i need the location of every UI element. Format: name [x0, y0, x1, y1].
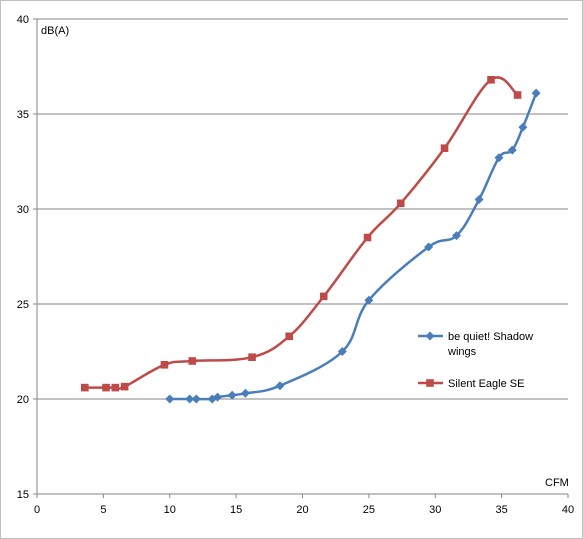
data-point-1-2 — [185, 394, 195, 404]
data-point-2-4 — [120, 382, 129, 391]
y-tick-label-15: 15 — [17, 489, 29, 501]
data-point-1-8 — [275, 381, 285, 391]
data-point-1-12 — [451, 231, 461, 241]
y-tick-label-30: 30 — [17, 204, 29, 216]
series-group — [80, 76, 541, 404]
data-point-1-5 — [213, 392, 223, 402]
data-point-2-3 — [111, 383, 120, 392]
x-tick-label-10: 10 — [164, 504, 176, 516]
x-tick-label-15: 15 — [230, 504, 242, 516]
data-point-1-14 — [494, 153, 504, 163]
y-tick-label-40: 40 — [17, 14, 29, 26]
data-point-1-15 — [507, 145, 517, 155]
x-axis-label: CFM — [545, 477, 569, 489]
legend-label-1-2: wings — [447, 346, 477, 358]
x-tick-label-25: 25 — [363, 504, 375, 516]
series-line-1 — [169, 92, 538, 401]
data-point-2-1 — [80, 383, 89, 392]
data-point-1-16 — [518, 122, 528, 132]
data-point-2-13 — [487, 76, 495, 84]
data-point-1-7 — [240, 388, 250, 398]
x-tick-label-40: 40 — [562, 504, 574, 516]
series-1 — [165, 88, 541, 404]
x-tick-label-30: 30 — [429, 504, 441, 516]
data-point-2-7 — [248, 353, 256, 361]
gridlines — [37, 18, 568, 400]
data-point-1-1 — [165, 394, 175, 404]
data-point-2-12 — [440, 144, 449, 152]
legend-marker-1 — [425, 331, 435, 341]
x-axis-ticks: 0 5 10 15 20 25 30 35 40 — [34, 494, 574, 516]
data-point-1-3 — [191, 394, 201, 404]
series-2 — [80, 76, 522, 392]
y-tick-label-35: 35 — [17, 109, 29, 121]
data-point-2-14 — [513, 91, 522, 99]
data-point-2-6 — [188, 357, 197, 365]
x-tick-label-35: 35 — [496, 504, 508, 516]
axes — [36, 19, 568, 495]
y-tick-label-20: 20 — [17, 394, 29, 406]
data-point-1-9 — [337, 347, 347, 356]
legend-label-2-1: Silent Eagle SE — [448, 378, 524, 390]
legend: be quiet! Shadow wings Silent Eagle SE — [418, 331, 533, 390]
legend-marker-2 — [426, 379, 434, 387]
legend-item-1: be quiet! Shadow wings — [418, 331, 533, 358]
legend-label-1-1: be quiet! Shadow — [448, 331, 533, 343]
y-axis-ticks: 15 20 25 30 35 40 — [17, 14, 37, 501]
data-point-1-11 — [424, 242, 434, 252]
x-tick-label-0: 0 — [34, 504, 40, 516]
x-tick-label-20: 20 — [296, 504, 308, 516]
x-tick-label-5: 5 — [100, 504, 106, 516]
data-point-1-13 — [474, 195, 484, 204]
data-point-2-11 — [396, 199, 405, 208]
legend-item-2: Silent Eagle SE — [418, 378, 524, 390]
data-point-1-6 — [227, 390, 237, 400]
data-point-2-10 — [363, 233, 372, 242]
data-point-2-9 — [319, 292, 328, 301]
y-axis-label: dB(A) — [41, 25, 69, 37]
data-point-1-10 — [364, 295, 374, 305]
data-point-2-2 — [102, 383, 110, 392]
data-point-2-5 — [160, 361, 169, 369]
y-tick-label-25: 25 — [17, 299, 29, 311]
data-point-1-17 — [531, 88, 541, 98]
data-point-2-8 — [285, 332, 294, 341]
